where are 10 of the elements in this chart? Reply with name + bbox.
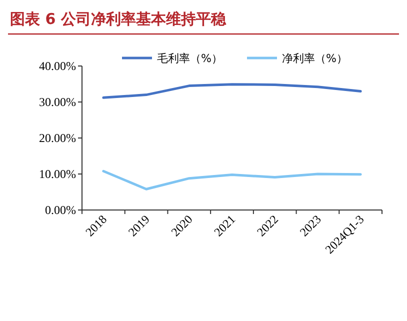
- y-tick-label: 40.00%: [39, 59, 76, 73]
- legend-label: 净利率（%）: [282, 52, 348, 65]
- y-tick-label: 10.00%: [39, 167, 76, 181]
- chart-title: 图表 6 公司净利率基本维持平稳: [10, 10, 227, 28]
- y-tick-label: 0.00%: [45, 203, 76, 217]
- y-tick-label: 30.00%: [39, 95, 76, 109]
- line-series: [102, 83, 362, 99]
- y-tick-label: 20.00%: [39, 131, 76, 145]
- legend-label: 毛利率（%）: [157, 52, 222, 65]
- line-series: [102, 170, 362, 190]
